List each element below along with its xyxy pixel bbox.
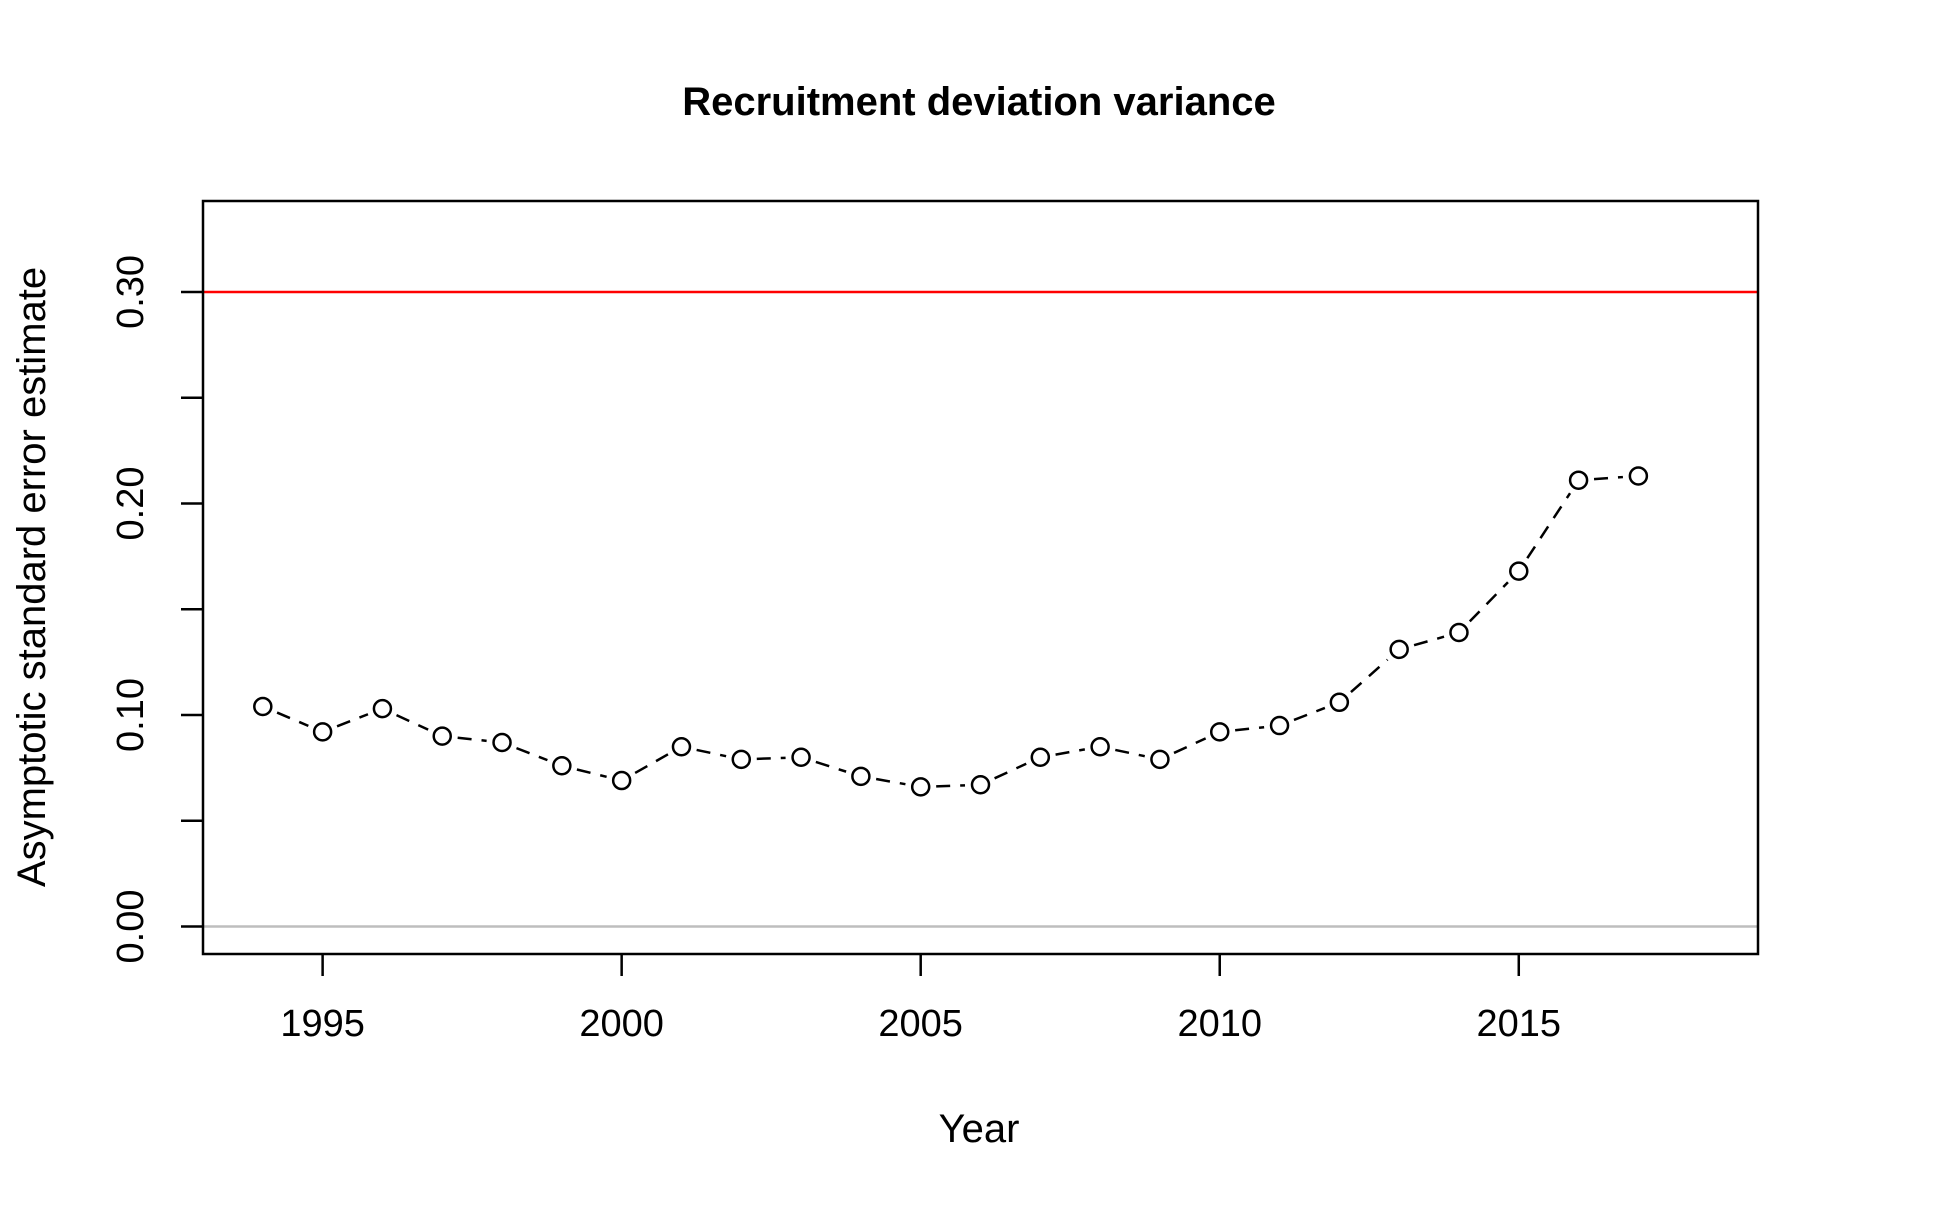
data-point bbox=[1449, 622, 1469, 643]
x-tick-label: 2005 bbox=[878, 1003, 963, 1045]
series-segment bbox=[994, 762, 1027, 780]
data-point bbox=[432, 726, 452, 746]
series-segment bbox=[696, 748, 727, 758]
x-tick-label: 2000 bbox=[579, 1003, 664, 1045]
data-point bbox=[1628, 466, 1649, 486]
x-axis-label: Year bbox=[939, 1107, 1020, 1151]
series-segment bbox=[634, 753, 669, 775]
data-point bbox=[253, 696, 273, 717]
x-tick-label: 1995 bbox=[280, 1003, 365, 1045]
series-segment bbox=[1293, 706, 1326, 722]
series-segment bbox=[875, 777, 906, 786]
x-axis: 1995 2000 2005 2010 2015 bbox=[280, 954, 1561, 1045]
data-point bbox=[910, 777, 931, 797]
reference-lines bbox=[203, 290, 1758, 928]
y-tick-label: 0.00 bbox=[110, 890, 152, 964]
y-tick-label: 0.30 bbox=[110, 255, 152, 329]
data-point bbox=[1389, 639, 1409, 660]
data-point bbox=[851, 766, 871, 787]
series-segment bbox=[936, 784, 966, 788]
series-segment bbox=[1115, 748, 1146, 758]
series-segment bbox=[395, 713, 429, 731]
x-tick-label: 2010 bbox=[1177, 1003, 1262, 1045]
series-segment bbox=[1055, 748, 1086, 756]
y-axis-label: Asymptotic standard error estimate bbox=[10, 267, 54, 887]
series-segment bbox=[1468, 581, 1509, 623]
data-point bbox=[1269, 715, 1290, 736]
plot-frame bbox=[201, 199, 1760, 956]
series-segment bbox=[276, 711, 309, 728]
series-layer bbox=[253, 466, 1649, 797]
chart-title: Recruitment deviation variance bbox=[682, 80, 1276, 124]
series-segment bbox=[457, 736, 487, 743]
series-segment bbox=[576, 768, 607, 779]
data-point bbox=[492, 732, 512, 753]
series-segment bbox=[1413, 635, 1445, 647]
data-point bbox=[1030, 747, 1051, 768]
series-segment bbox=[1593, 475, 1624, 481]
data-point bbox=[970, 775, 991, 795]
data-point bbox=[1329, 692, 1350, 713]
data-point bbox=[791, 747, 811, 768]
data-point bbox=[1150, 749, 1170, 770]
data-point bbox=[1090, 736, 1110, 757]
series-segment bbox=[516, 746, 548, 762]
series-segment bbox=[336, 713, 369, 728]
series-segment bbox=[1173, 737, 1207, 755]
data-point bbox=[611, 770, 632, 791]
y-axis: 0.00 0.10 0.20 0.30 bbox=[110, 255, 203, 964]
series-segment bbox=[1526, 492, 1572, 559]
series-segment bbox=[1235, 725, 1265, 732]
data-point bbox=[372, 698, 393, 719]
data-point bbox=[671, 736, 692, 757]
data-point bbox=[1209, 722, 1230, 742]
data-point bbox=[731, 749, 752, 770]
y-tick-label: 0.10 bbox=[110, 678, 152, 752]
data-point bbox=[312, 722, 333, 742]
y-tick-label: 0.20 bbox=[110, 466, 152, 540]
series-segment bbox=[756, 756, 786, 761]
series-segment bbox=[1350, 658, 1389, 693]
data-point bbox=[1568, 470, 1589, 490]
data-point bbox=[1509, 561, 1529, 581]
x-tick-label: 2015 bbox=[1476, 1003, 1561, 1045]
series-segment bbox=[815, 760, 847, 773]
data-point bbox=[552, 756, 572, 776]
